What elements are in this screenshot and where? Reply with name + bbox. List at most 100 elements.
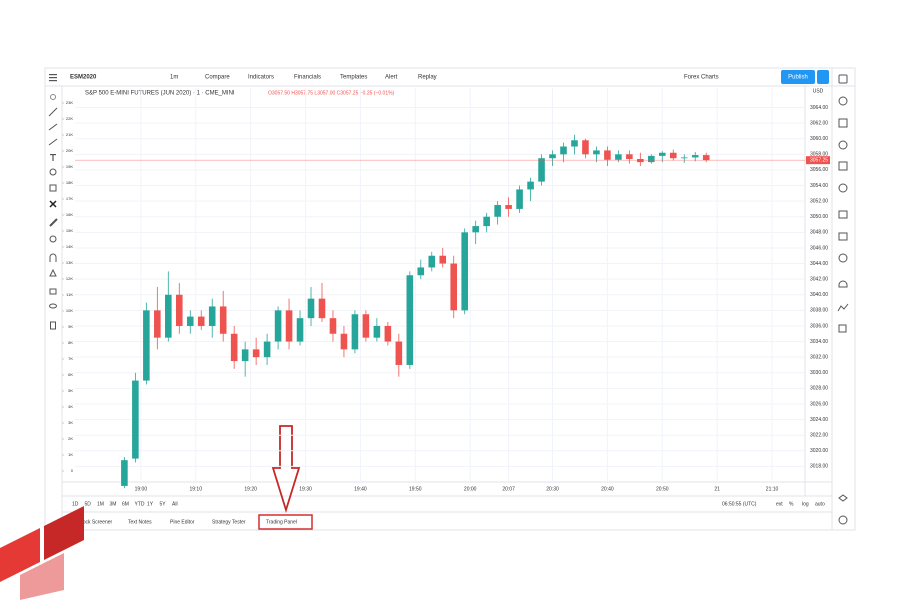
range-button[interactable]: YTD (135, 501, 145, 507)
logo (0, 506, 84, 600)
widget-icon[interactable] (838, 494, 848, 502)
publish-button[interactable] (781, 70, 815, 84)
toolbar-button[interactable]: Compare (205, 75, 230, 81)
range-button[interactable]: 5Y (160, 501, 167, 507)
widget-icon[interactable] (838, 210, 848, 219)
widget-icon[interactable] (838, 74, 848, 84)
interval[interactable]: 1m (170, 75, 178, 81)
tool-icon[interactable] (49, 268, 57, 277)
tab[interactable]: Pine Editor (170, 519, 195, 525)
candle-body (165, 294, 172, 338)
y2-tick-label: 14K (66, 244, 73, 249)
widget-icon[interactable] (838, 96, 848, 106)
tool-icon[interactable] (49, 184, 57, 192)
y2-tick-label: 10K (66, 308, 73, 313)
candle-body (154, 310, 161, 338)
tab[interactable]: Trading Panel (266, 519, 297, 525)
scale-option[interactable]: ext (776, 501, 783, 507)
candle-body (274, 310, 282, 342)
last-price-label: 3057.25 (810, 157, 828, 163)
widget-icon[interactable] (838, 253, 848, 263)
scale-option[interactable]: % (789, 501, 794, 507)
publish-label[interactable]: Publish (788, 75, 808, 81)
candle-body (351, 314, 359, 350)
candle-body (340, 333, 348, 350)
candle-body (494, 205, 501, 217)
tool-icon[interactable] (52, 154, 54, 161)
x-tick-label: 20:40 (601, 486, 614, 492)
widget-icon[interactable] (838, 515, 848, 525)
y2-tick-label: 3K (68, 420, 73, 425)
toolbar-button[interactable]: Indicators (248, 75, 274, 81)
candle-body (472, 226, 479, 233)
candle-body (571, 140, 578, 147)
y-tick-label: 3042.00 (810, 276, 828, 282)
toolbar-button[interactable]: Replay (418, 75, 437, 81)
tool-icon[interactable] (49, 303, 57, 309)
tab[interactable]: Strategy Tester (212, 519, 246, 525)
tool-icon[interactable] (49, 253, 57, 262)
candle-body (175, 294, 183, 326)
scale-option[interactable]: auto (815, 501, 825, 507)
candle-body (680, 157, 688, 159)
toolbar-button[interactable]: Financials (294, 75, 321, 81)
pointer-arrow (271, 425, 301, 514)
y2-tick-label: 15K (66, 228, 73, 233)
tab[interactable]: Text Notes (128, 519, 152, 525)
candle-body (582, 140, 589, 155)
range-button[interactable]: 1D (72, 501, 79, 507)
tool-icon[interactable] (48, 107, 58, 117)
toolbar-button[interactable]: Alert (385, 75, 398, 81)
y-tick-label: 3062.00 (810, 120, 828, 126)
tool-icon[interactable] (50, 94, 56, 100)
tool-icon[interactable] (49, 235, 57, 243)
widget-icon[interactable] (838, 161, 848, 171)
y-tick-label: 3054.00 (810, 183, 828, 189)
scale-option[interactable]: log (802, 501, 809, 507)
range-button[interactable]: 6M (122, 501, 129, 507)
tool-icon[interactable] (48, 138, 58, 146)
tool-icon[interactable] (49, 168, 57, 176)
widget-icon[interactable] (838, 232, 848, 241)
symbol[interactable]: ESM2020 (70, 75, 97, 81)
menu-icon[interactable] (49, 74, 57, 76)
y2-tick-label: 8K (68, 340, 73, 345)
widget-icon[interactable] (838, 324, 847, 333)
left-tools (48, 74, 58, 330)
tool-icon[interactable] (49, 200, 57, 208)
tab[interactable]: Stock Screener (78, 519, 113, 525)
toolbar-button[interactable]: Templates (340, 75, 367, 81)
widget-icon[interactable] (838, 280, 848, 288)
range-button[interactable]: 1M (97, 501, 104, 507)
y-tick-label: 3052.00 (810, 198, 828, 204)
widget-icon[interactable] (838, 140, 848, 150)
candle-body (439, 255, 447, 264)
clock: 06:50:55 (UTC) (722, 501, 757, 507)
tool-icon[interactable] (48, 123, 58, 131)
widget-icon[interactable] (838, 118, 848, 128)
y2-tick-label: 23K (66, 100, 73, 105)
y-tick-label: 3060.00 (810, 136, 828, 142)
widget-icon[interactable] (838, 183, 848, 193)
candle-body (527, 181, 534, 190)
tool-icon[interactable] (49, 288, 57, 295)
candle-body (604, 150, 611, 160)
publish-menu[interactable] (817, 70, 829, 84)
x-tick-label: 20:00 (464, 486, 477, 492)
candle-body (329, 318, 337, 334)
candle-body (362, 314, 370, 338)
range-button[interactable]: 3M (110, 501, 117, 507)
menu-icon[interactable] (49, 77, 57, 79)
tool-icon[interactable] (49, 218, 58, 227)
y-tick-label: 3022.00 (810, 433, 828, 439)
range-button[interactable]: 5D (85, 501, 92, 507)
tool-icon[interactable] (50, 321, 56, 330)
range-button[interactable]: All (172, 501, 178, 507)
range-button[interactable]: 1Y (147, 501, 154, 507)
logo-shape (20, 553, 64, 600)
layout-name[interactable]: Forex Charts (684, 75, 719, 81)
y2-tick-label: 11K (66, 292, 73, 297)
menu-icon[interactable] (49, 80, 57, 82)
y2-tick-label: 13K (66, 260, 73, 265)
widget-icon[interactable] (837, 303, 849, 312)
